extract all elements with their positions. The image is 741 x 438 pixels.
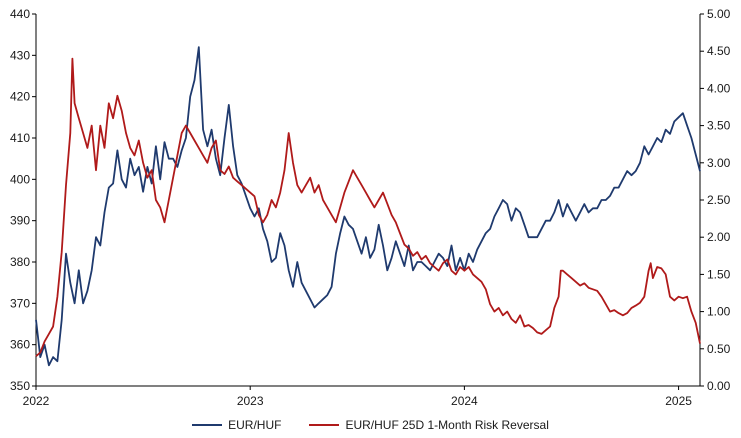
legend: EUR/HUF EUR/HUF 25D 1-Month Risk Reversa… <box>0 414 741 436</box>
legend-item-eurhuf: EUR/HUF <box>192 418 281 432</box>
right-tick-label: 4.50 <box>707 44 731 58</box>
legend-swatch-risk-reversal <box>309 424 340 426</box>
left-tick-label: 390 <box>10 214 30 228</box>
right-tick-label: 0.00 <box>707 379 731 393</box>
right-tick-label: 1.00 <box>707 305 731 319</box>
legend-label-risk-reversal: EUR/HUF 25D 1-Month Risk Reversal <box>345 418 549 432</box>
left-tick-label: 350 <box>10 379 30 393</box>
left-axis-ticks: 350 360 370 380 390 400 410 420 430 440 <box>10 7 36 393</box>
right-tick-label: 2.50 <box>707 193 731 207</box>
left-tick-label: 370 <box>10 296 30 310</box>
right-axis-ticks: 0.00 0.50 1.00 1.50 2.00 2.50 3.00 3.50 4.00 4.50… <box>700 7 731 393</box>
right-tick-label: 3.00 <box>707 156 731 170</box>
right-tick-label: 4.00 <box>707 81 731 95</box>
left-tick-label: 380 <box>10 255 30 269</box>
risk-reversal-series-line <box>35 57 701 357</box>
left-tick-label: 420 <box>10 90 30 104</box>
left-tick-label: 400 <box>10 172 30 186</box>
x-axis-ticks: 2022 2023 2024 2025 <box>23 386 692 408</box>
x-tick-label: 2025 <box>665 394 692 408</box>
legend-swatch-eurhuf <box>192 424 223 426</box>
right-tick-label: 5.00 <box>707 7 731 21</box>
eurhuf-series-line <box>35 46 701 367</box>
risk-reversal-chart: 350 360 370 380 390 400 410 420 430 440 0.00 0.50 1… <box>10 7 731 408</box>
x-tick-label: 2022 <box>23 394 50 408</box>
left-tick-label: 430 <box>10 48 30 62</box>
x-tick-label: 2024 <box>451 394 478 408</box>
legend-label-eurhuf: EUR/HUF <box>228 418 282 432</box>
plot-frame <box>35 14 701 387</box>
legend-item-risk-reversal: EUR/HUF 25D 1-Month Risk Reversal <box>309 418 549 432</box>
left-tick-label: 360 <box>10 338 30 352</box>
series-layer <box>35 46 701 367</box>
left-tick-label: 440 <box>10 7 30 21</box>
right-tick-label: 3.50 <box>707 119 731 133</box>
right-tick-label: 0.50 <box>707 342 731 356</box>
right-tick-label: 2.00 <box>707 230 731 244</box>
right-tick-label: 1.50 <box>707 267 731 281</box>
left-tick-label: 410 <box>10 131 30 145</box>
x-tick-label: 2023 <box>237 394 264 408</box>
